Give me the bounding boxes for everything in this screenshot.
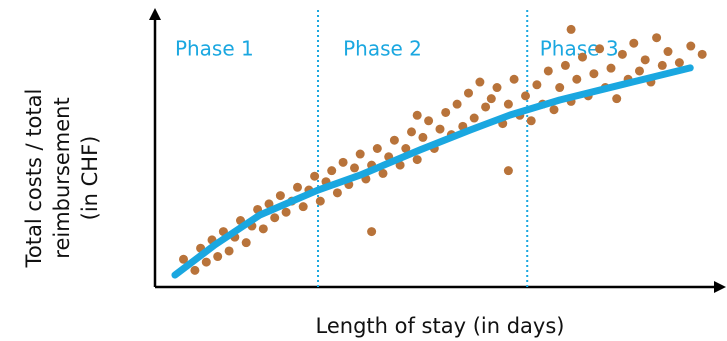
data-point <box>179 254 188 264</box>
data-point <box>503 99 513 109</box>
data-point <box>355 149 365 159</box>
data-point <box>241 238 251 248</box>
data-point <box>492 83 502 93</box>
data-point <box>441 107 451 117</box>
y-axis-arrow <box>149 8 161 20</box>
data-point <box>190 265 200 275</box>
data-point <box>270 213 280 223</box>
data-point <box>509 74 519 84</box>
data-point <box>503 166 513 176</box>
data-point <box>578 52 587 62</box>
y-axis-label-line: (in CHF) <box>78 136 102 221</box>
data-point <box>532 80 542 90</box>
data-point <box>418 132 428 142</box>
data-point <box>224 246 234 256</box>
trend-line <box>171 64 694 279</box>
phase-label: Phase 1 <box>175 37 254 61</box>
data-point <box>589 69 599 79</box>
data-point <box>481 102 491 112</box>
data-point <box>401 144 411 153</box>
data-point <box>612 94 622 104</box>
data-point <box>572 74 582 84</box>
data-point <box>338 157 348 167</box>
data-point <box>424 116 434 126</box>
data-point <box>475 77 485 87</box>
data-point <box>635 66 644 76</box>
data-point <box>435 124 445 134</box>
data-point <box>652 33 662 43</box>
data-point <box>281 207 291 217</box>
data-point <box>378 168 388 178</box>
data-point <box>629 38 639 48</box>
y-axis-label-line: reimbursement <box>50 97 74 258</box>
data-point <box>674 58 684 68</box>
x-axis-label: Length of stay (in days) <box>316 314 565 338</box>
data-point <box>275 191 285 201</box>
data-point <box>521 91 530 101</box>
data-point <box>350 163 359 173</box>
phase-label: Phase 2 <box>343 37 422 61</box>
data-point <box>201 257 211 267</box>
data-point <box>264 199 274 209</box>
x-axis-arrow <box>714 281 726 293</box>
data-point <box>407 127 416 137</box>
data-point <box>469 113 479 123</box>
data-point <box>486 94 496 104</box>
data-point <box>310 171 320 181</box>
data-point <box>327 166 337 176</box>
data-point <box>566 24 576 34</box>
data-point <box>663 47 673 57</box>
data-point <box>367 227 377 237</box>
data-point <box>640 55 650 65</box>
data-point <box>332 188 342 198</box>
data-point <box>617 49 627 59</box>
data-point <box>412 110 422 120</box>
data-point <box>412 155 422 165</box>
y-axis-label-line: Total costs / total <box>22 89 46 269</box>
data-point <box>543 66 553 76</box>
data-point <box>315 196 325 206</box>
data-point <box>697 49 707 59</box>
data-point <box>213 252 223 262</box>
data-point <box>452 99 462 109</box>
data-point <box>657 60 667 70</box>
data-point <box>686 41 696 51</box>
data-point <box>606 63 616 73</box>
data-point <box>372 144 382 153</box>
data-point <box>595 44 605 54</box>
data-point <box>258 224 268 234</box>
data-point <box>298 202 308 212</box>
data-point <box>526 116 536 126</box>
data-point <box>560 60 570 70</box>
data-point <box>555 83 565 93</box>
data-point <box>549 105 559 115</box>
y-axis-label: Total costs / total reimbursement (in CH… <box>22 89 102 269</box>
data-point <box>389 135 399 145</box>
data-point <box>464 88 473 98</box>
data-point <box>293 182 302 192</box>
